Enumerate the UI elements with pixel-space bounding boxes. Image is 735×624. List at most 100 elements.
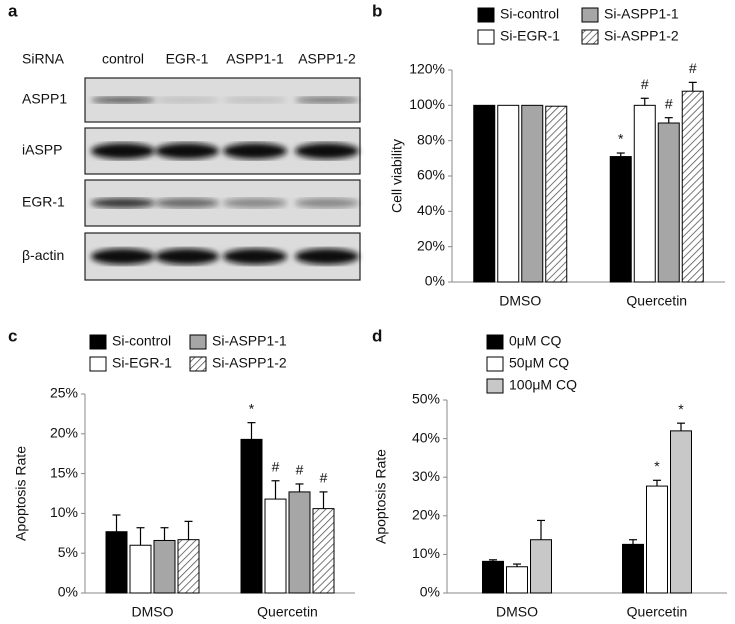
- legend-swatch: [89, 334, 107, 350]
- row-label: β-actin: [22, 247, 64, 263]
- bar: [473, 104, 496, 283]
- row-label: ASPP1: [22, 91, 67, 107]
- annotation: *: [618, 131, 624, 147]
- bar: [681, 90, 704, 283]
- x-tick-label: DMSO: [496, 604, 538, 620]
- x-tick-label: Quercetin: [257, 604, 318, 620]
- band: [155, 198, 219, 208]
- lane-label: ASPP1-1: [226, 51, 284, 67]
- bar: [153, 539, 176, 594]
- y-tick-label: 40%: [412, 429, 440, 445]
- western-blot: control EGR-1 ASPP1-1 ASPP1-2 ASPP1 iASPP EGR-…: [22, 51, 361, 281]
- y-tick-label: 0%: [58, 584, 78, 600]
- band: [223, 143, 287, 159]
- bar: [264, 498, 287, 594]
- bar: [482, 560, 504, 594]
- bar: [521, 104, 544, 283]
- legend-label: Si-control: [500, 6, 559, 22]
- band: [295, 198, 359, 208]
- band: [91, 143, 155, 159]
- legend-swatch: [486, 334, 504, 350]
- bar: [657, 122, 680, 283]
- row-label: iASPP: [22, 142, 62, 158]
- bar: [609, 156, 632, 283]
- bar: [633, 104, 656, 283]
- y-tick-label: 80%: [417, 131, 445, 147]
- legend-label: 0μM CQ: [509, 333, 562, 349]
- y-tick-label: 120%: [409, 61, 445, 77]
- legend-label: Si-ASPP1-2: [212, 355, 287, 371]
- band: [91, 248, 155, 265]
- y-axis-label: Cell viability: [389, 139, 405, 213]
- y-tick-label: 0%: [420, 584, 440, 600]
- legend-label: Si-control: [112, 333, 171, 349]
- bar: [129, 544, 152, 594]
- y-tick-label: 60%: [417, 167, 445, 183]
- annotation: *: [678, 401, 684, 417]
- x-tick-label: DMSO: [499, 293, 541, 309]
- annotation: #: [296, 462, 304, 478]
- y-tick-label: 40%: [417, 202, 445, 218]
- lane-label: control: [102, 51, 144, 67]
- bar: [177, 539, 200, 594]
- band: [295, 97, 359, 103]
- y-tick-label: 50%: [412, 391, 440, 407]
- y-tick-label: 25%: [50, 385, 78, 401]
- band: [91, 97, 155, 103]
- panel-letter: b: [372, 1, 382, 20]
- x-tick-label: DMSO: [132, 604, 174, 620]
- bar: [670, 430, 692, 594]
- annotation: #: [320, 470, 328, 486]
- band: [223, 248, 287, 265]
- legend-label: Si-ASPP1-2: [604, 28, 679, 44]
- y-tick-label: 15%: [50, 464, 78, 480]
- panel-letter: c: [8, 326, 17, 345]
- annotation: #: [641, 76, 649, 92]
- panel-letter: d: [372, 326, 382, 345]
- bar: [646, 485, 668, 594]
- annotation: *: [249, 400, 255, 416]
- x-tick-label: Quercetin: [626, 293, 687, 309]
- panel-letter: a: [8, 1, 18, 20]
- y-axis-label: Apoptosis Rate: [373, 449, 389, 544]
- y-axis-label: Apoptosis Rate: [13, 446, 29, 541]
- legend-label: Si-EGR-1: [112, 355, 172, 371]
- legend-label: Si-ASPP1-1: [604, 6, 679, 22]
- band: [295, 143, 359, 159]
- band: [295, 248, 359, 265]
- legend-swatch: [581, 7, 599, 23]
- bar: [312, 508, 335, 594]
- y-tick-label: 30%: [412, 468, 440, 484]
- legend-label: Si-ASPP1-1: [212, 333, 287, 349]
- annotation: #: [665, 95, 673, 111]
- legend-label: 50μM CQ: [509, 355, 569, 371]
- bar: [105, 531, 128, 594]
- y-tick-label: 10%: [412, 545, 440, 561]
- legend-label: 100μM CQ: [509, 377, 577, 393]
- bar: [622, 543, 644, 594]
- legend-swatch: [477, 7, 495, 23]
- y-tick-label: 0%: [425, 273, 445, 289]
- bar: [545, 105, 568, 283]
- legend-swatch: [89, 356, 107, 372]
- annotation: #: [689, 60, 697, 76]
- band: [155, 248, 219, 265]
- y-tick-label: 20%: [50, 425, 78, 441]
- bar: [288, 491, 311, 594]
- y-tick-label: 20%: [412, 507, 440, 523]
- band: [91, 198, 155, 208]
- lane-label: EGR-1: [166, 51, 209, 67]
- bar: [240, 438, 263, 594]
- band: [223, 97, 287, 103]
- legend-swatch: [189, 356, 207, 372]
- legend-swatch: [486, 378, 504, 394]
- legend-swatch: [477, 29, 495, 45]
- band: [155, 143, 219, 159]
- bar: [497, 104, 520, 283]
- legend-swatch: [581, 29, 599, 45]
- y-tick-label: 5%: [58, 544, 78, 560]
- row-label: EGR-1: [22, 194, 65, 210]
- blot-header: SiRNA: [22, 51, 65, 67]
- y-tick-label: 100%: [409, 96, 445, 112]
- legend-swatch: [189, 334, 207, 350]
